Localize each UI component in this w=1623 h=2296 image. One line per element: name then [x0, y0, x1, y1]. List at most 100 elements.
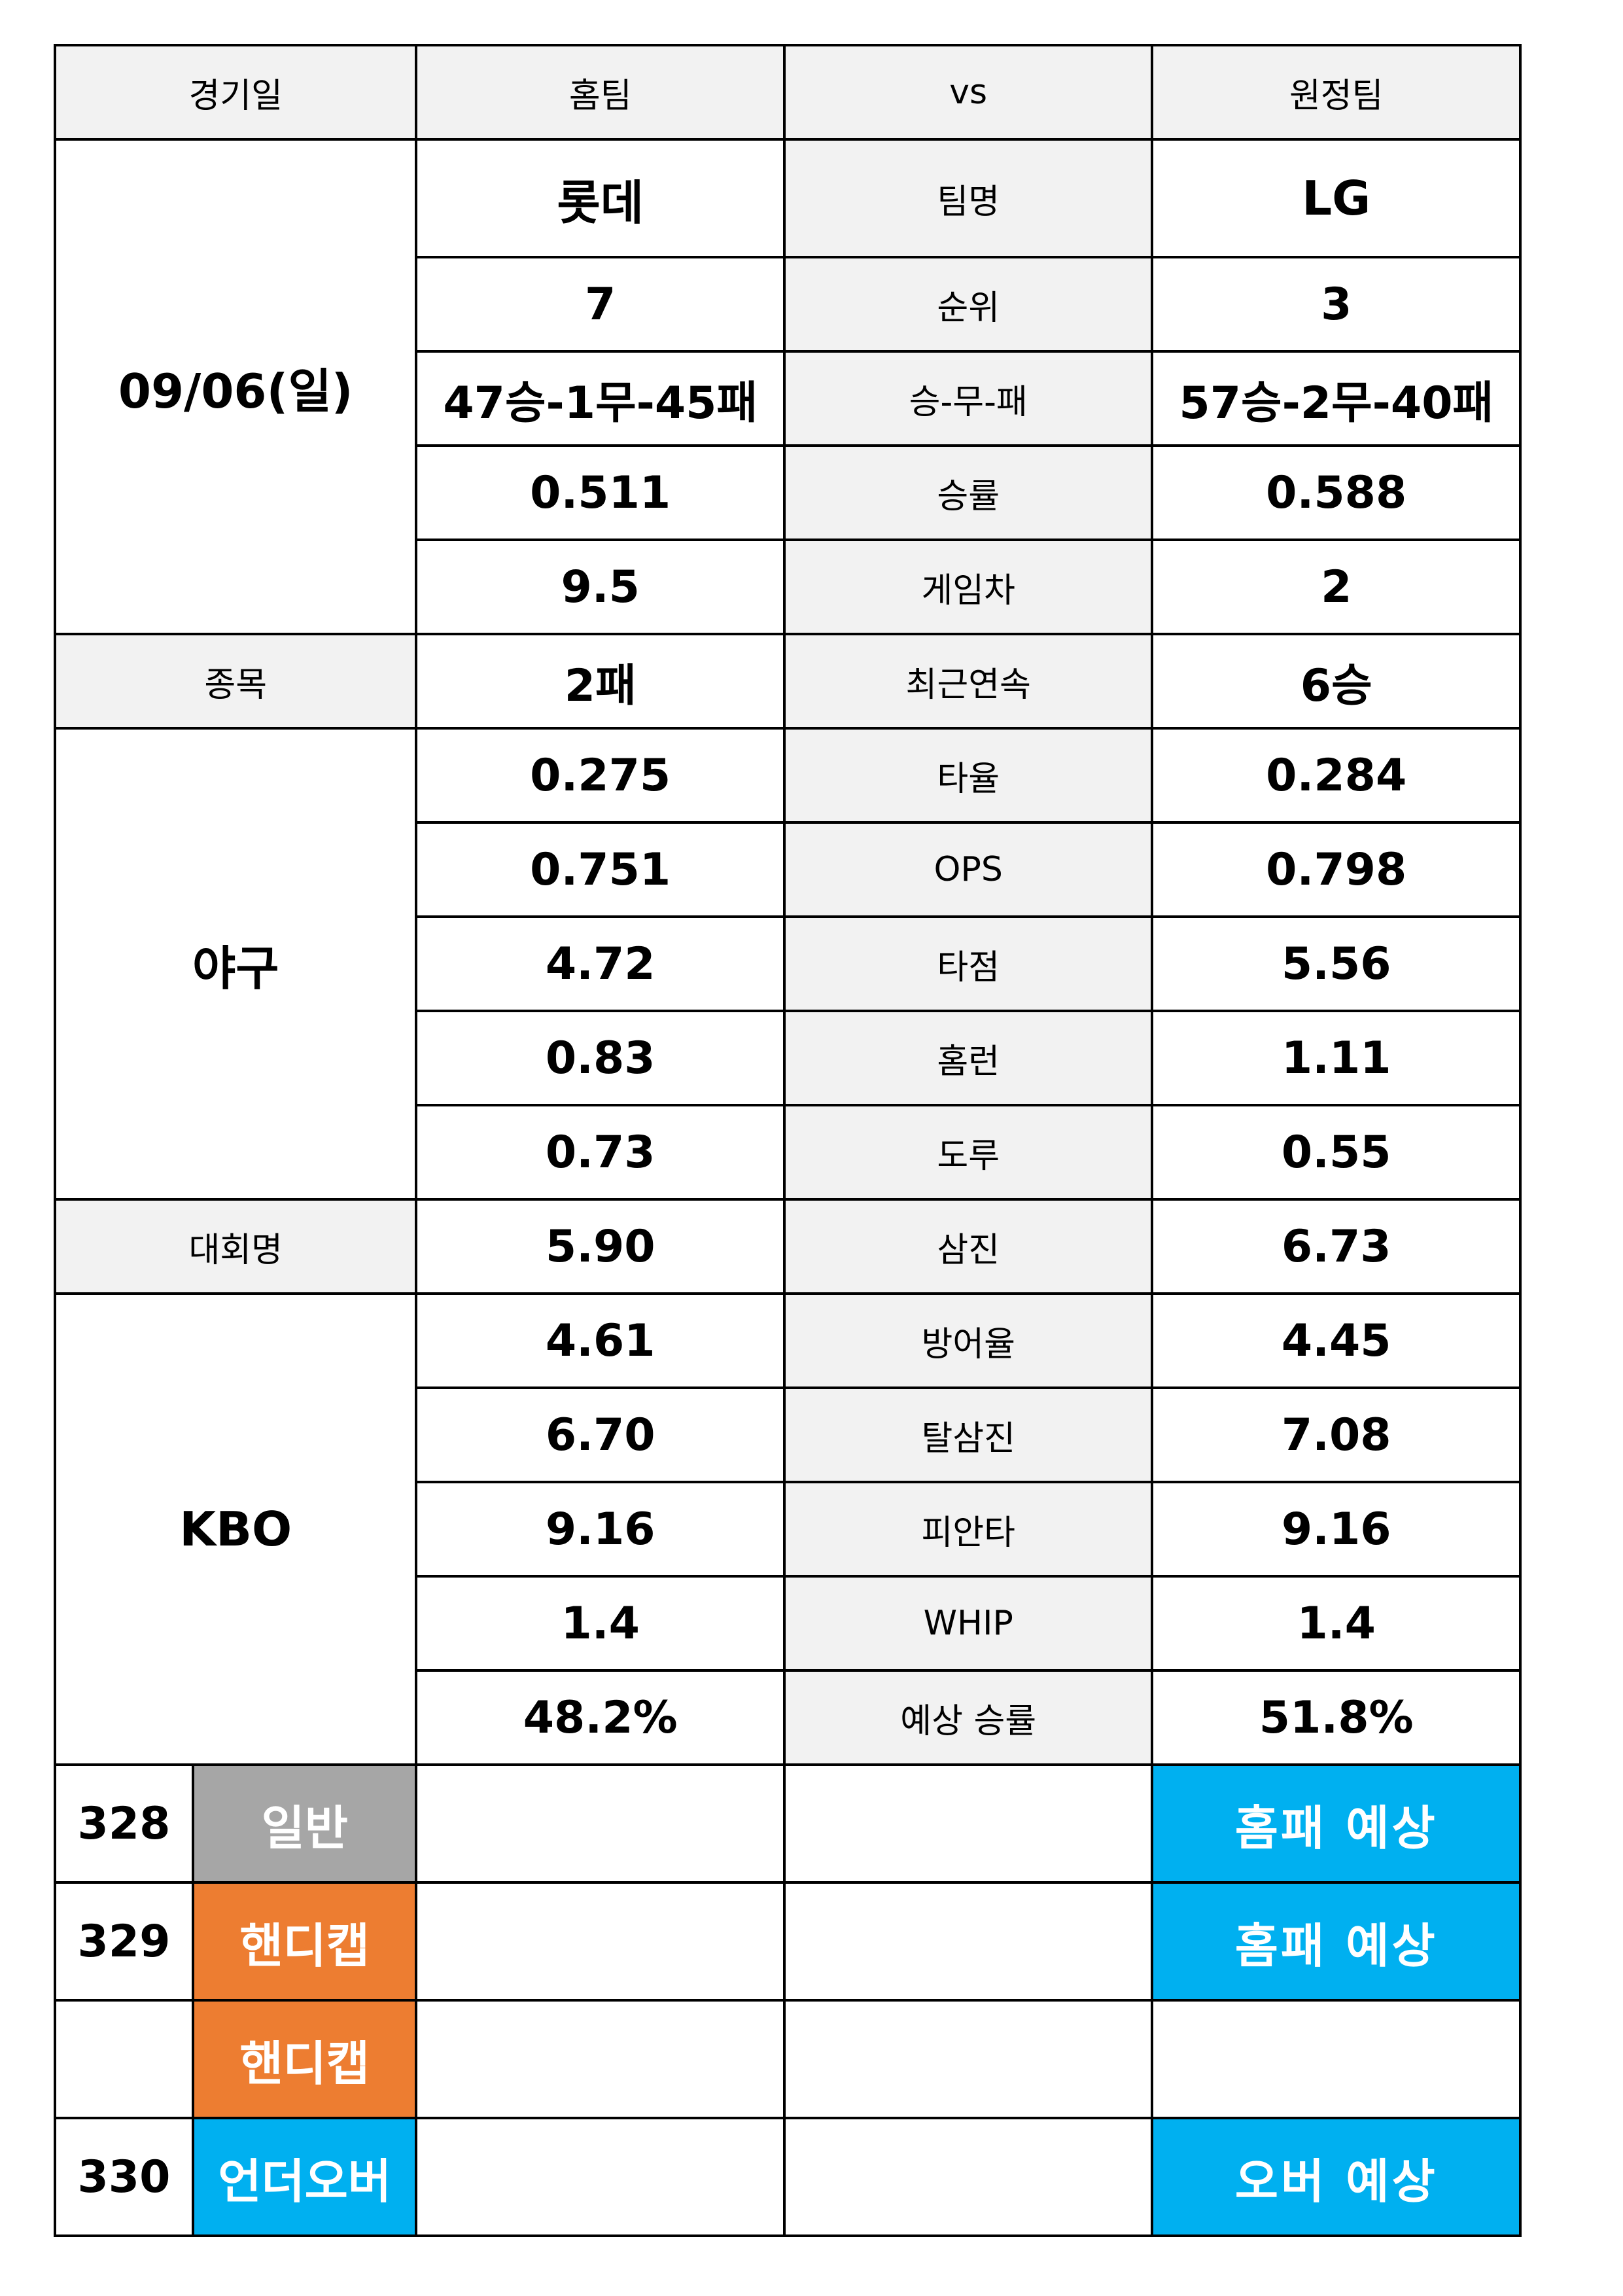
header-date: 경기일	[53, 44, 418, 141]
bet-empty-cell	[782, 1763, 1154, 1884]
home-value: 0.751	[415, 821, 786, 918]
stat-row: 0.83 홈런 1.11	[55, 1010, 1522, 1106]
bet-type-tag: 핸디캡	[191, 1881, 418, 2002]
league-value: KBO	[53, 1292, 418, 1766]
home-win-rate: 48.2%	[415, 1669, 786, 1766]
stat-label: 승-무-패	[782, 350, 1154, 447]
stat-label: 방어율	[782, 1292, 1154, 1389]
home-value: 47승-1무-45패	[415, 350, 786, 447]
stat-row: 7 순위 3	[55, 256, 1522, 353]
away-value: 0.588	[1151, 444, 1522, 541]
stat-label: 삼진	[782, 1198, 1154, 1295]
stat-label: 도루	[782, 1104, 1154, 1201]
away-value: 7.08	[1151, 1386, 1522, 1483]
home-value: 5.90	[415, 1198, 786, 1295]
stat-row: 48.2% 예상 승률 51.8%	[55, 1669, 1522, 1766]
stat-row: 4.72 타점 5.56	[55, 915, 1522, 1012]
away-value: 4.45	[1151, 1292, 1522, 1389]
sport-label: 종목	[53, 633, 418, 730]
stat-row: KBO 4.61 방어율 4.45	[53, 1292, 1522, 1766]
bet-type-tag: 핸디캡	[191, 1999, 418, 2119]
stat-row: 0.751 OPS 0.798	[55, 821, 1522, 918]
bet-empty-cell	[415, 1881, 786, 2002]
stat-label: 타율	[782, 727, 1154, 824]
home-value: 0.83	[415, 1010, 786, 1106]
home-value: 4.72	[415, 915, 786, 1012]
stat-row: 1.4 WHIP 1.4	[55, 1575, 1522, 1672]
header-row: 경기일 홈팀 vs 원정팀	[53, 44, 1522, 141]
bet-number: 329	[54, 1881, 194, 2002]
stat-label: 피안타	[782, 1481, 1154, 1578]
bet-number: 328	[54, 1763, 194, 1884]
bet-empty-cell	[782, 1999, 1154, 2119]
home-value: 2패	[415, 633, 786, 730]
away-value: 57승-2무-40패	[1151, 350, 1522, 447]
away-value: 5.56	[1151, 915, 1522, 1012]
away-value: 3	[1151, 256, 1522, 353]
away-value: 1.4	[1151, 1575, 1522, 1672]
bet-prediction: 홈패 예상	[1151, 1881, 1522, 2002]
home-value: 0.275	[415, 727, 786, 824]
stat-row: 6.70 탈삼진 7.08	[55, 1386, 1522, 1483]
bet-row: 핸디캡	[54, 1999, 1522, 2119]
stat-label: 게임차	[782, 539, 1154, 635]
away-value: 9.16	[1151, 1481, 1522, 1578]
stat-label: OPS	[782, 821, 1154, 918]
stat-row: 야구 0.275 타율 0.284	[53, 727, 1522, 1201]
league-label: 대회명	[53, 1198, 418, 1295]
home-value: 0.511	[415, 444, 786, 541]
home-value: 0.73	[415, 1104, 786, 1201]
header-vs: vs	[782, 44, 1154, 141]
stat-row: 대회명 5.90 삼진 6.73	[53, 1198, 1522, 1295]
stat-label: 승률	[782, 444, 1154, 541]
stat-label: 팀명	[782, 138, 1154, 258]
bet-prediction-empty	[1151, 1999, 1522, 2119]
bet-number: 330	[54, 2117, 194, 2237]
bet-number	[54, 1999, 194, 2119]
away-value: 1.11	[1151, 1010, 1522, 1106]
away-value: 6승	[1151, 633, 1522, 730]
sport-value: 야구	[53, 727, 418, 1201]
header-away: 원정팀	[1151, 44, 1522, 141]
stat-label: 타점	[782, 915, 1154, 1012]
bet-type-tag: 일반	[191, 1763, 418, 1884]
bet-empty-cell	[415, 2117, 786, 2237]
match-analysis-table: 경기일 홈팀 vs 원정팀 09/06(일) 롯데 팀명 LG 7 순위 3 4…	[53, 44, 1522, 2237]
home-value: 9.5	[415, 539, 786, 635]
home-value: 6.70	[415, 1386, 786, 1483]
stat-label: WHIP	[782, 1575, 1154, 1672]
stat-row: 9.5 게임차 2	[55, 539, 1522, 635]
stat-label: 홈런	[782, 1010, 1154, 1106]
match-date: 09/06(일)	[53, 138, 418, 635]
bet-row: 330 언더오버 오버 예상	[54, 2117, 1522, 2237]
away-value: 0.798	[1151, 821, 1522, 918]
bet-prediction: 오버 예상	[1151, 2117, 1522, 2237]
stat-row: 0.511 승률 0.588	[55, 444, 1522, 541]
stat-row: 9.16 피안타 9.16	[55, 1481, 1522, 1578]
stat-row: 0.73 도루 0.55	[55, 1104, 1522, 1201]
stat-row: 47승-1무-45패 승-무-패 57승-2무-40패	[55, 350, 1522, 447]
bet-empty-cell	[782, 1881, 1154, 2002]
stat-label: 순위	[782, 256, 1154, 353]
away-value: 0.284	[1151, 727, 1522, 824]
home-value: 4.61	[415, 1292, 786, 1389]
bet-row: 329 핸디캡 홈패 예상	[54, 1881, 1522, 2002]
away-value: 2	[1151, 539, 1522, 635]
bet-prediction: 홈패 예상	[1151, 1763, 1522, 1884]
home-team-name: 롯데	[415, 138, 786, 258]
stat-row: 종목 2패 최근연속 6승	[53, 633, 1522, 730]
stat-label: 예상 승률	[782, 1669, 1154, 1766]
home-value: 9.16	[415, 1481, 786, 1578]
bet-type-tag: 언더오버	[191, 2117, 418, 2237]
bet-empty-cell	[782, 2117, 1154, 2237]
away-win-rate: 51.8%	[1151, 1669, 1522, 1766]
bet-row: 328 일반 홈패 예상	[54, 1763, 1522, 1884]
bet-empty-cell	[415, 1999, 786, 2119]
home-value: 1.4	[415, 1575, 786, 1672]
header-home: 홈팀	[415, 44, 786, 141]
away-value: 6.73	[1151, 1198, 1522, 1295]
bet-empty-cell	[415, 1763, 786, 1884]
stat-label: 탈삼진	[782, 1386, 1154, 1483]
away-team-name: LG	[1151, 138, 1522, 258]
stat-label: 최근연속	[782, 633, 1154, 730]
